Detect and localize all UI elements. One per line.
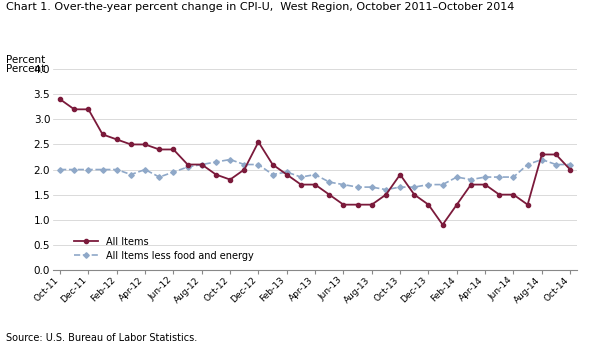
All Items less food and energy [454,175,461,179]
All Items [468,183,475,187]
Line: All Items less food and energy: All Items less food and energy [58,157,572,192]
All Items less food and energy [368,185,375,189]
All Items less food and energy [312,173,319,177]
All Items [283,173,290,177]
All Items [269,163,276,167]
All Items less food and energy [141,167,148,172]
Text: Source: U.S. Bureau of Labor Statistics.: Source: U.S. Bureau of Labor Statistics. [6,333,197,343]
All Items [312,183,319,187]
All Items less food and energy [255,163,262,167]
All Items [241,167,248,172]
All Items less food and energy [538,157,545,162]
All Items [71,107,78,111]
All Items less food and energy [396,185,403,189]
All Items less food and energy [170,170,177,174]
All Items less food and energy [552,163,560,167]
All Items less food and energy [241,163,248,167]
All Items [85,107,92,111]
All Items less food and energy [57,167,64,172]
All Items less food and energy [482,175,489,179]
All Items less food and energy [269,173,276,177]
All Items less food and energy [524,163,531,167]
All Items [396,173,403,177]
All Items less food and energy [184,165,191,169]
All Items [439,223,446,227]
All Items [340,202,347,207]
All Items less food and energy [411,185,418,189]
All Items [524,202,531,207]
Legend: All Items, All Items less food and energy: All Items, All Items less food and energ… [74,237,253,261]
All Items [510,192,517,197]
All Items less food and energy [198,163,206,167]
All Items less food and energy [113,167,120,172]
All Items less food and energy [382,188,389,192]
All Items [113,137,120,142]
All Items less food and energy [425,183,432,187]
All Items [354,202,361,207]
All Items [567,167,574,172]
All Items less food and energy [71,167,78,172]
All Items [155,147,163,152]
All Items [170,147,177,152]
All Items [141,143,148,147]
All Items [99,133,106,137]
Line: All Items: All Items [58,97,573,227]
All Items [368,202,375,207]
All Items less food and energy [227,157,234,162]
All Items less food and energy [567,163,574,167]
All Items less food and energy [468,177,475,182]
All Items [382,192,389,197]
All Items [538,153,545,157]
All Items less food and energy [213,160,220,164]
All Items less food and energy [283,170,290,174]
All Items [425,202,432,207]
All Items [411,192,418,197]
All Items less food and energy [510,175,517,179]
All Items [127,143,134,147]
All Items less food and energy [85,167,92,172]
All Items [326,192,333,197]
All Items less food and energy [354,185,361,189]
Text: Percent: Percent [6,55,45,65]
All Items [454,202,461,207]
All Items [255,140,262,144]
All Items [213,173,220,177]
All Items less food and energy [496,175,503,179]
All Items [552,153,560,157]
All Items [57,97,64,101]
All Items [297,183,305,187]
All Items [496,192,503,197]
All Items [198,163,206,167]
All Items [227,177,234,182]
All Items less food and energy [127,173,134,177]
All Items less food and energy [340,183,347,187]
All Items less food and energy [439,183,446,187]
All Items [184,163,191,167]
Text: Percent: Percent [6,64,45,74]
All Items less food and energy [155,175,163,179]
All Items [482,183,489,187]
All Items less food and energy [297,175,305,179]
Text: Chart 1. Over-the-year percent change in CPI-U,  West Region, October 2011–Octob: Chart 1. Over-the-year percent change in… [6,2,514,12]
All Items less food and energy [99,167,106,172]
All Items less food and energy [326,180,333,184]
